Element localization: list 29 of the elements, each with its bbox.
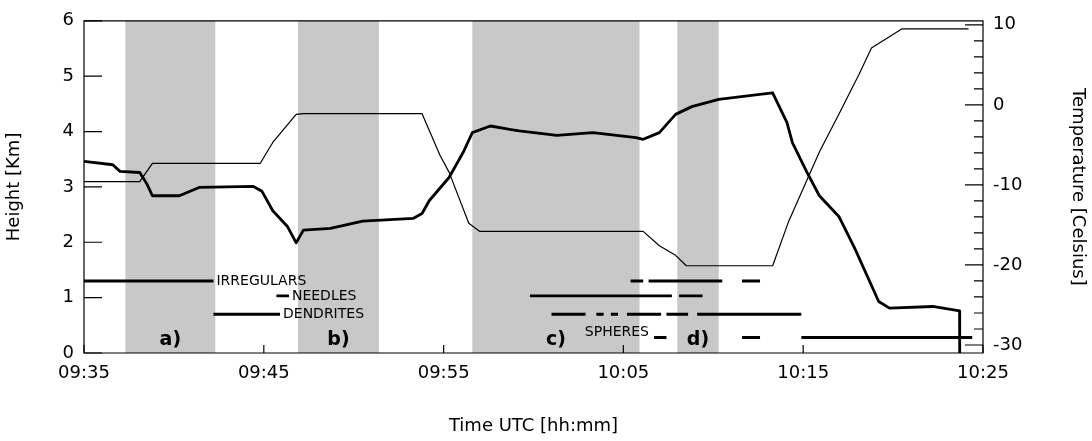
x-tick-label: 10:25: [957, 361, 1009, 383]
y-tick-label: 0: [62, 340, 74, 362]
y2-tick-label: 0: [993, 92, 1005, 114]
series-label: DENDRITES: [283, 304, 365, 321]
y2-tick-label: 10: [993, 12, 1016, 34]
y2-axis-title: Temperature [Celsius]: [1068, 87, 1090, 286]
band-label: c): [545, 327, 566, 350]
x-tick-label: 09:45: [237, 361, 290, 383]
y-tick-label: 3: [62, 174, 74, 196]
x-tick-label: 10:05: [597, 361, 650, 383]
y-tick-label: 6: [62, 8, 74, 30]
series-label: SPHERES: [584, 323, 650, 340]
y-tick-label: 4: [62, 119, 74, 141]
series-label: IRREGULARS: [216, 271, 307, 288]
y2-tick-label: -20: [993, 252, 1023, 274]
x-tick-label: 10:15: [777, 361, 830, 383]
y-axis-title: Height [Km]: [2, 132, 24, 242]
band-label: b): [327, 327, 350, 350]
y2-tick-label: -10: [993, 172, 1023, 194]
band-label: a): [159, 327, 182, 350]
x-axis-title: Time UTC [hh:mm]: [447, 413, 619, 435]
y-tick-label: 2: [62, 229, 74, 251]
y2-tick-label: -30: [993, 332, 1023, 354]
x-tick-label: 09:35: [58, 361, 110, 383]
y-tick-label: 5: [62, 63, 74, 85]
series-label: NEEDLES: [291, 286, 357, 303]
x-tick-label: 09:55: [417, 361, 470, 383]
y-tick-label: 1: [62, 285, 74, 307]
band-label: d): [686, 327, 710, 350]
